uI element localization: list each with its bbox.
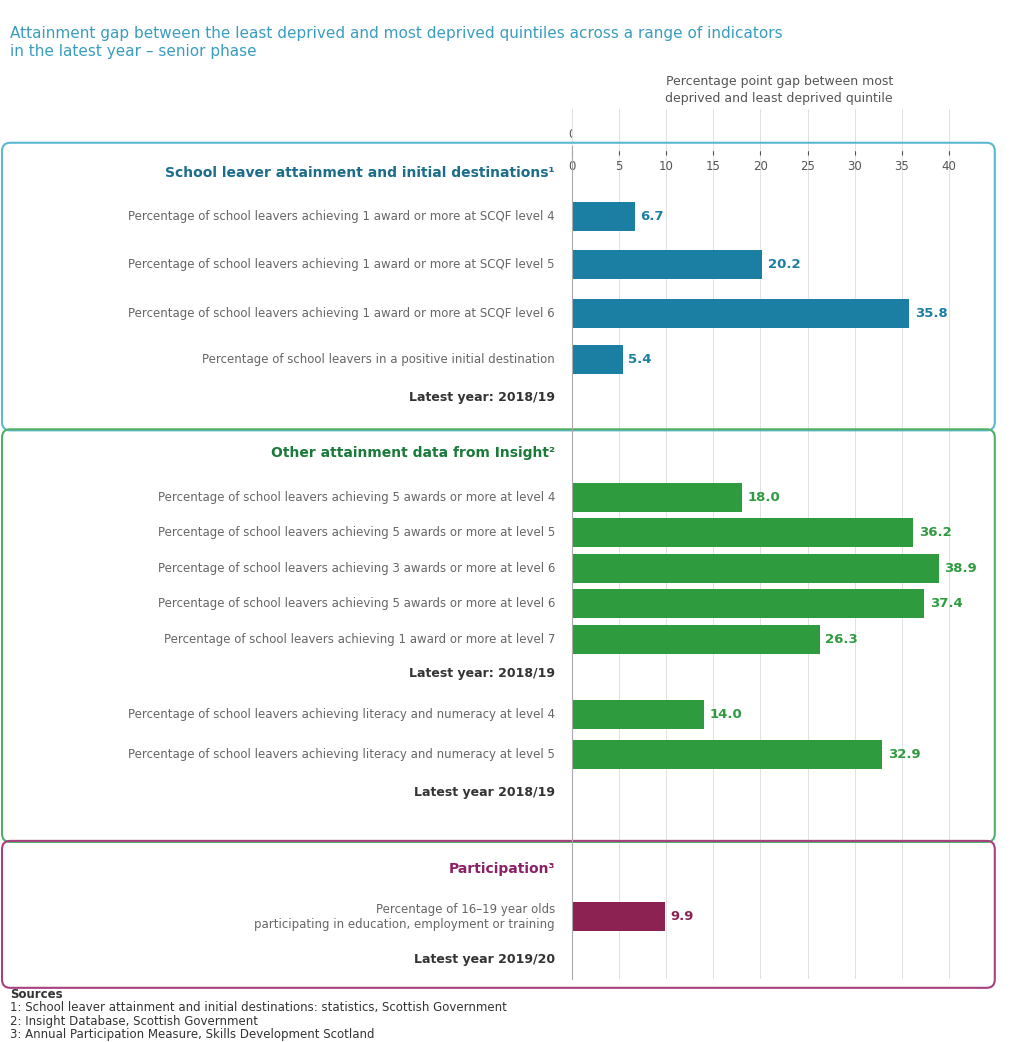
Text: Attainment gap between the least deprived and most deprived quintiles across a r: Attainment gap between the least deprive… [10, 26, 782, 41]
Text: Other attainment data from Insight²: Other attainment data from Insight² [271, 446, 554, 461]
Text: 38.9: 38.9 [943, 562, 976, 575]
Text: Percentage of school leavers achieving 5 awards or more at level 5: Percentage of school leavers achieving 5… [158, 526, 554, 539]
Text: 37.4: 37.4 [929, 597, 961, 611]
Text: Percentage of school leavers achieving literacy and numeracy at level 4: Percentage of school leavers achieving l… [127, 709, 554, 721]
Text: Latest year 2019/20: Latest year 2019/20 [413, 953, 554, 966]
Text: 9.9: 9.9 [670, 911, 694, 923]
Bar [571, 482, 741, 512]
Bar [571, 299, 909, 328]
Text: Percentage of school leavers achieving 5 awards or more at level 6: Percentage of school leavers achieving 5… [158, 597, 554, 611]
Text: 32.9: 32.9 [887, 748, 919, 761]
Text: in the latest year – senior phase: in the latest year – senior phase [10, 44, 257, 58]
Text: deprived and least deprived quintile: deprived and least deprived quintile [665, 92, 892, 104]
Text: Percentage of school leavers achieving 3 awards or more at level 6: Percentage of school leavers achieving 3… [158, 562, 554, 575]
Text: 36.2: 36.2 [918, 526, 950, 539]
Bar [571, 590, 923, 619]
Text: 3: Annual Participation Measure, Skills Development Scotland: 3: Annual Participation Measure, Skills … [10, 1028, 374, 1041]
Text: Percentage of school leavers achieving 5 awards or more at level 4: Percentage of school leavers achieving 5… [158, 491, 554, 503]
Text: 2: Insight Database, Scottish Government: 2: Insight Database, Scottish Government [10, 1015, 258, 1027]
Text: Percentage of school leavers achieving 1 award or more at SCQF level 4: Percentage of school leavers achieving 1… [128, 209, 554, 223]
Bar [571, 345, 622, 374]
Text: 6.7: 6.7 [640, 209, 663, 223]
Text: 5.4: 5.4 [628, 353, 651, 366]
Bar [571, 250, 761, 279]
Text: 14.0: 14.0 [709, 709, 741, 721]
Text: Percentage of school leavers in a positive initial destination: Percentage of school leavers in a positi… [202, 353, 554, 366]
Bar [571, 700, 703, 729]
Text: 35.8: 35.8 [914, 307, 947, 320]
Bar [571, 201, 634, 230]
Text: Sources: Sources [10, 988, 63, 1000]
Text: 1: School leaver attainment and initial destinations: statistics, Scottish Gover: 1: School leaver attainment and initial … [10, 1001, 507, 1014]
Text: 18.0: 18.0 [746, 491, 779, 503]
Text: Percentage point gap between most: Percentage point gap between most [665, 75, 892, 88]
Text: Latest year: 2018/19: Latest year: 2018/19 [408, 667, 554, 679]
Text: 20.2: 20.2 [767, 258, 800, 271]
Text: Percentage of school leavers achieving 1 award or more at level 7: Percentage of school leavers achieving 1… [164, 634, 554, 646]
Bar [571, 553, 937, 582]
Bar [571, 518, 912, 547]
Bar [571, 625, 819, 654]
Text: 26.3: 26.3 [825, 634, 857, 646]
Text: Latest year: 2018/19: Latest year: 2018/19 [408, 391, 554, 404]
Text: Percentage of school leavers achieving 1 award or more at SCQF level 5: Percentage of school leavers achieving 1… [128, 258, 554, 271]
Text: School leaver attainment and initial destinations¹: School leaver attainment and initial des… [165, 166, 554, 180]
Bar [571, 740, 882, 769]
Text: Participation³: Participation³ [448, 862, 554, 875]
Bar [571, 902, 664, 932]
Text: Percentage of school leavers achieving 1 award or more at SCQF level 6: Percentage of school leavers achieving 1… [128, 307, 554, 320]
Text: Percentage of school leavers achieving literacy and numeracy at level 5: Percentage of school leavers achieving l… [128, 748, 554, 761]
Text: Percentage of 16–19 year olds
participating in education, employment or training: Percentage of 16–19 year olds participat… [254, 903, 554, 931]
Text: Latest year 2018/19: Latest year 2018/19 [413, 786, 554, 798]
